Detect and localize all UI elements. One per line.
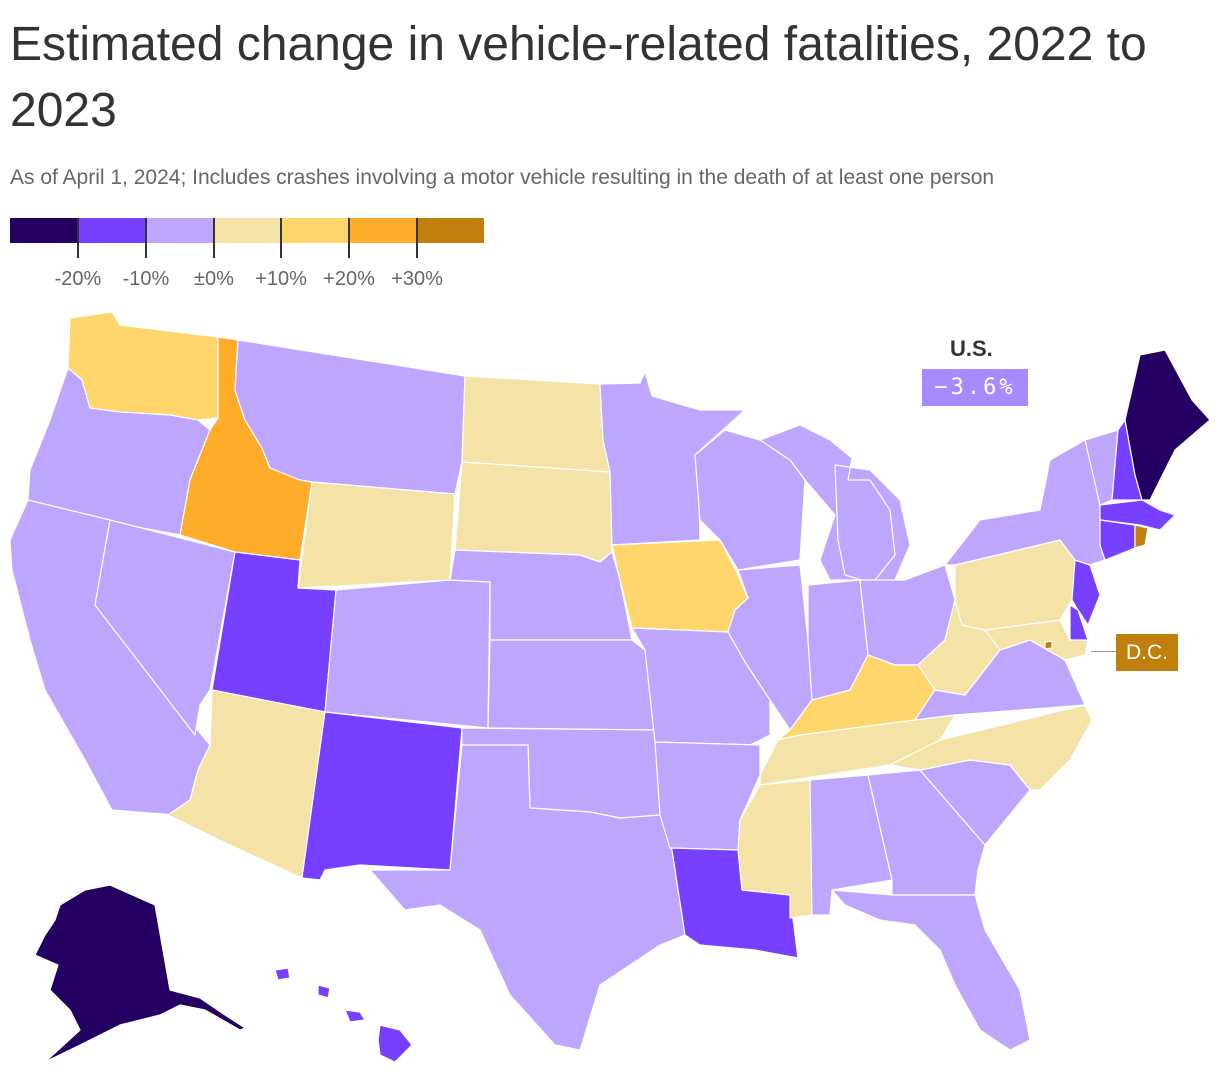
legend-tick xyxy=(348,218,350,258)
state-ct[interactable] xyxy=(1099,519,1136,561)
legend-swatch-6 xyxy=(348,218,417,243)
state-wi[interactable] xyxy=(694,429,806,571)
state-tx[interactable] xyxy=(369,744,686,1051)
state-wa[interactable] xyxy=(67,311,219,421)
state-nm[interactable] xyxy=(301,711,463,881)
national-value-badge: −3.6% xyxy=(922,369,1028,406)
state-nc[interactable] xyxy=(889,704,1093,791)
dc-label: D.C. xyxy=(1116,634,1178,671)
legend-tick xyxy=(213,218,215,258)
legend-tick-label: +20% xyxy=(323,268,375,290)
legend-swatch-3 xyxy=(145,218,214,243)
state-ne[interactable] xyxy=(449,549,633,641)
legend-swatch-2 xyxy=(77,218,146,243)
chart-title: Estimated change in vehicle-related fata… xyxy=(10,18,1147,137)
legend-swatches xyxy=(10,218,484,243)
state-de[interactable] xyxy=(1069,604,1089,641)
legend-swatch-4 xyxy=(213,218,281,243)
legend-tick xyxy=(145,218,147,258)
state-ak[interactable] xyxy=(34,884,246,1063)
state-nd[interactable] xyxy=(461,375,611,473)
legend-swatch-5 xyxy=(280,218,349,243)
state-fl[interactable] xyxy=(831,889,1031,1051)
legend-tick-label: ±0% xyxy=(194,268,234,290)
legend-tick-label: +30% xyxy=(391,268,443,290)
state-me[interactable] xyxy=(1124,349,1211,501)
chart-subtitle: As of April 1, 2024; Includes crashes in… xyxy=(10,166,995,189)
color-legend: -20% -10% ±0% +10% +20% +30% xyxy=(10,218,484,298)
us-state-map xyxy=(9,311,1211,1063)
national-label: U.S. xyxy=(950,336,993,361)
state-md[interactable] xyxy=(984,619,1089,661)
legend-tick xyxy=(416,218,418,258)
state-dc[interactable] xyxy=(1044,640,1053,650)
legend-tick xyxy=(280,218,282,258)
state-ri[interactable] xyxy=(1134,524,1149,549)
legend-tick-label: +10% xyxy=(255,268,307,290)
state-il[interactable] xyxy=(727,564,813,731)
legend-tick-label: -10% xyxy=(122,268,170,290)
state-co[interactable] xyxy=(324,579,491,729)
state-wy[interactable] xyxy=(297,481,456,589)
state-sd[interactable] xyxy=(454,461,613,563)
legend-swatch-7 xyxy=(416,218,484,243)
state-ny[interactable] xyxy=(944,439,1106,566)
legend-tick xyxy=(77,218,79,258)
legend-swatch-1 xyxy=(10,218,78,243)
dc-leader-line xyxy=(1091,651,1116,652)
legend-tick-label: -20% xyxy=(54,268,102,290)
state-ks[interactable] xyxy=(487,639,656,731)
state-hi[interactable] xyxy=(274,967,413,1063)
